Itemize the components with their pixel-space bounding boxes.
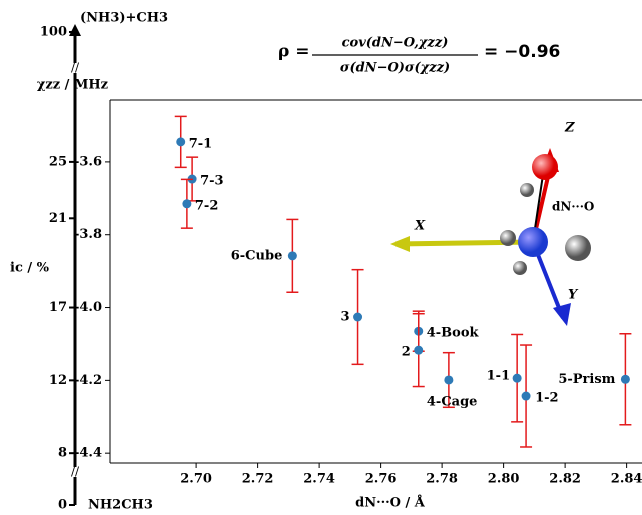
formula-lhs: ρ = bbox=[278, 42, 309, 62]
point bbox=[414, 346, 423, 355]
point-label: 4-Book bbox=[427, 326, 480, 341]
side-bottom-label: NH2CH3 bbox=[88, 498, 153, 513]
y-tick-label: -4.2 bbox=[74, 373, 102, 388]
y-tick-label: -3.6 bbox=[74, 154, 102, 169]
x-tick-label: 2.84 bbox=[611, 472, 642, 487]
x-tick-label: 2.72 bbox=[242, 472, 274, 487]
side-tick-label: 0 bbox=[58, 498, 67, 513]
x-tick-label: 2.82 bbox=[549, 472, 581, 487]
point bbox=[444, 375, 453, 384]
point-label: 3 bbox=[341, 309, 350, 324]
side-tick-label: 12 bbox=[49, 373, 67, 388]
axis-x-label: X bbox=[414, 219, 426, 234]
y-axis-label: χzz / MHz bbox=[37, 78, 108, 93]
molecule bbox=[390, 148, 591, 326]
axis-z-label: Z bbox=[564, 121, 575, 136]
axis-break-mark: // bbox=[71, 61, 80, 75]
x-axis-label: dN···O / Å bbox=[355, 495, 426, 511]
point-label: 7-2 bbox=[195, 198, 219, 213]
formula-rhs: = −0.96 bbox=[484, 42, 560, 62]
x-tick-label: 2.74 bbox=[303, 472, 335, 487]
x-tick-label: 2.70 bbox=[180, 472, 212, 487]
distance-label: dN···O bbox=[552, 200, 594, 214]
axis-y-label: Y bbox=[568, 288, 579, 303]
point-label: 7-1 bbox=[189, 136, 213, 151]
point bbox=[176, 137, 185, 146]
x-tick-label: 2.80 bbox=[488, 472, 520, 487]
y-tick-label: -3.8 bbox=[74, 227, 102, 242]
x-tick-label: 2.78 bbox=[426, 472, 458, 487]
point-label: 1-1 bbox=[487, 369, 511, 384]
point bbox=[182, 199, 191, 208]
point-label: 4-Cage bbox=[427, 394, 478, 409]
point bbox=[513, 374, 522, 383]
point-label: 6-Cube bbox=[231, 248, 283, 263]
point-label: 2 bbox=[402, 345, 411, 360]
point bbox=[621, 375, 630, 384]
side-axis-label: ic / % bbox=[10, 261, 50, 276]
point bbox=[522, 392, 531, 401]
y-tick-label: -4.4 bbox=[74, 446, 102, 461]
formula-denominator: σ(dN−O)σ(χzz) bbox=[340, 61, 450, 76]
y-tick-label: -4.0 bbox=[74, 300, 102, 315]
point-label: 1-2 bbox=[535, 391, 559, 406]
point bbox=[353, 312, 362, 321]
side-tick-label: 8 bbox=[58, 446, 67, 461]
x-tick-label: 2.76 bbox=[365, 472, 397, 487]
side-tick-label: 25 bbox=[49, 154, 67, 169]
point bbox=[288, 251, 297, 260]
side-tick-label: 21 bbox=[49, 211, 67, 226]
side-top-label: (NH3)+CH3 bbox=[80, 11, 168, 26]
side-tick-label: 100 bbox=[40, 25, 67, 40]
point-label: 7-3 bbox=[200, 174, 224, 189]
chart: ρ = cov(dN−O,χzz) σ(dN−O)σ(χzz) = −0.96 … bbox=[0, 0, 642, 515]
point-label: 5-Prism bbox=[558, 372, 615, 387]
axis-break-mark: // bbox=[71, 465, 80, 479]
side-axis-arrow bbox=[69, 24, 81, 36]
side-tick-label: 17 bbox=[49, 300, 67, 315]
formula-numerator: cov(dN−O,χzz) bbox=[342, 36, 449, 51]
